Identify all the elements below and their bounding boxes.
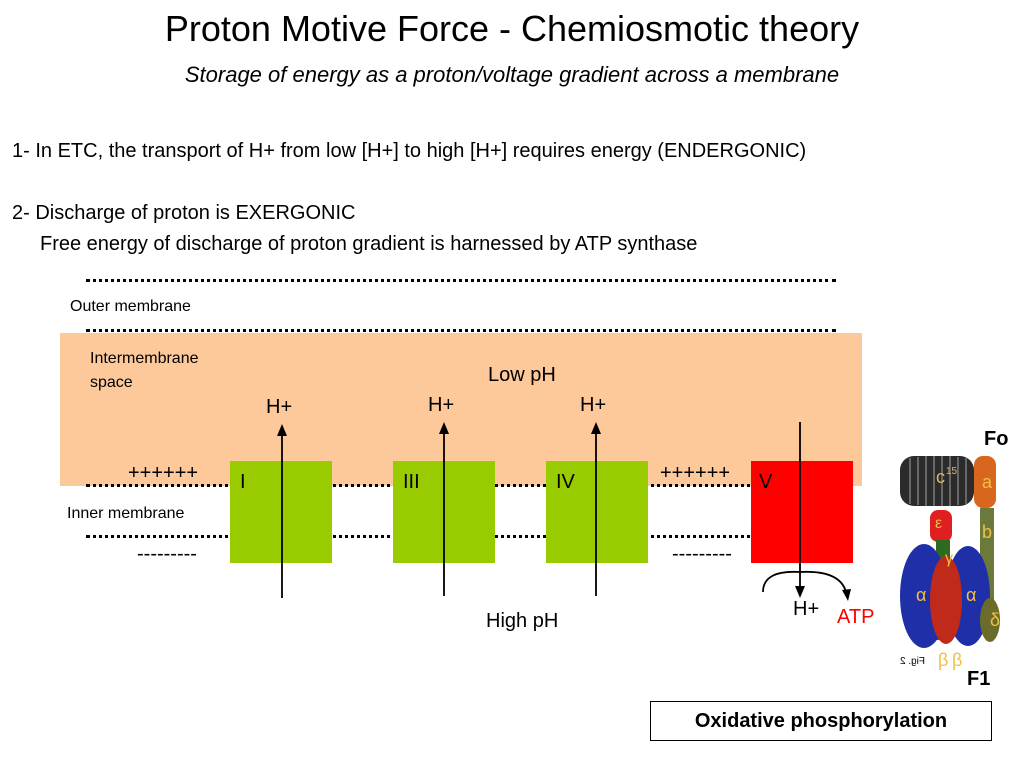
proton-label-complex-i: H+ [266, 396, 293, 418]
subunit-epsilon-shape [930, 510, 952, 542]
negative-charge-left: --------- [137, 543, 197, 565]
atp-formation-arrow [762, 570, 847, 593]
proton-label-complex-iv: H+ [580, 394, 607, 416]
outer-membrane-top [86, 279, 836, 282]
proton-label-complex-iii: H+ [428, 394, 455, 416]
f1-label: F1 [967, 668, 991, 690]
caption-text: Oxidative phosphorylation [694, 709, 948, 732]
subunit-c-count: 15 [946, 466, 958, 477]
subunit-c-label: c [936, 467, 945, 487]
subunit-beta-label-left: β [938, 650, 949, 670]
point-exergonic: 2- Discharge of proton is EXERGONIC [12, 202, 356, 224]
subunit-a-shape [974, 456, 996, 508]
subunit-epsilon-label: ε [935, 515, 943, 532]
proton-label-matrix: H+ [793, 598, 820, 620]
subunit-beta-label-right: β [952, 650, 963, 670]
complex-v-label: V [759, 471, 773, 493]
page-title: Proton Motive Force - Chemiosmotic theor… [164, 8, 860, 49]
complex-iv-label: IV [556, 471, 575, 493]
subunit-delta-label: δ [990, 610, 1001, 630]
subunit-a-label: a [982, 472, 993, 492]
fo-label: Fo [984, 428, 1009, 450]
inner-membrane-label: Inner membrane [67, 505, 185, 522]
outer-membrane-bottom [86, 329, 836, 332]
outer-membrane-label: Outer membrane [70, 298, 191, 315]
positive-charge-right: ++++++ [660, 462, 731, 484]
positive-charge-left: ++++++ [128, 462, 199, 484]
point-exergonic-detail: Free energy of discharge of proton gradi… [40, 233, 698, 255]
atp-synthase-structure [900, 456, 1000, 648]
subunit-beta-shape [930, 556, 962, 644]
intermembrane-space [60, 333, 862, 486]
complex-iii-label: III [403, 471, 420, 493]
negative-charge-right: --------- [672, 543, 732, 565]
intermembrane-label-line2: space [90, 374, 133, 391]
subunit-alpha-label-right: α [966, 585, 977, 605]
intermembrane-label-line1: Intermembrane [90, 350, 199, 367]
subunit-delta-shape [980, 598, 1000, 642]
caption-box: Oxidative phosphorylation [650, 701, 992, 741]
page-subtitle: Storage of energy as a proton/voltage gr… [184, 62, 840, 87]
subunit-gamma-label: γ [945, 550, 953, 567]
c-ring [900, 456, 974, 506]
complex-i: I [230, 461, 332, 563]
high-ph-label: High pH [486, 610, 559, 632]
complex-v-atp-synthase: V [751, 461, 853, 563]
complex-iv: IV [546, 461, 648, 563]
point-endergonic: 1- In ETC, the transport of H+ from low … [12, 140, 807, 162]
subunit-b-label: b [982, 522, 993, 542]
low-ph-label: Low pH [488, 364, 556, 386]
figure-number-label: Fig. 2 [900, 656, 926, 667]
subunit-alpha-label-left: α [916, 585, 927, 605]
atp-label: ATP [837, 606, 875, 628]
complex-i-label: I [240, 471, 246, 493]
